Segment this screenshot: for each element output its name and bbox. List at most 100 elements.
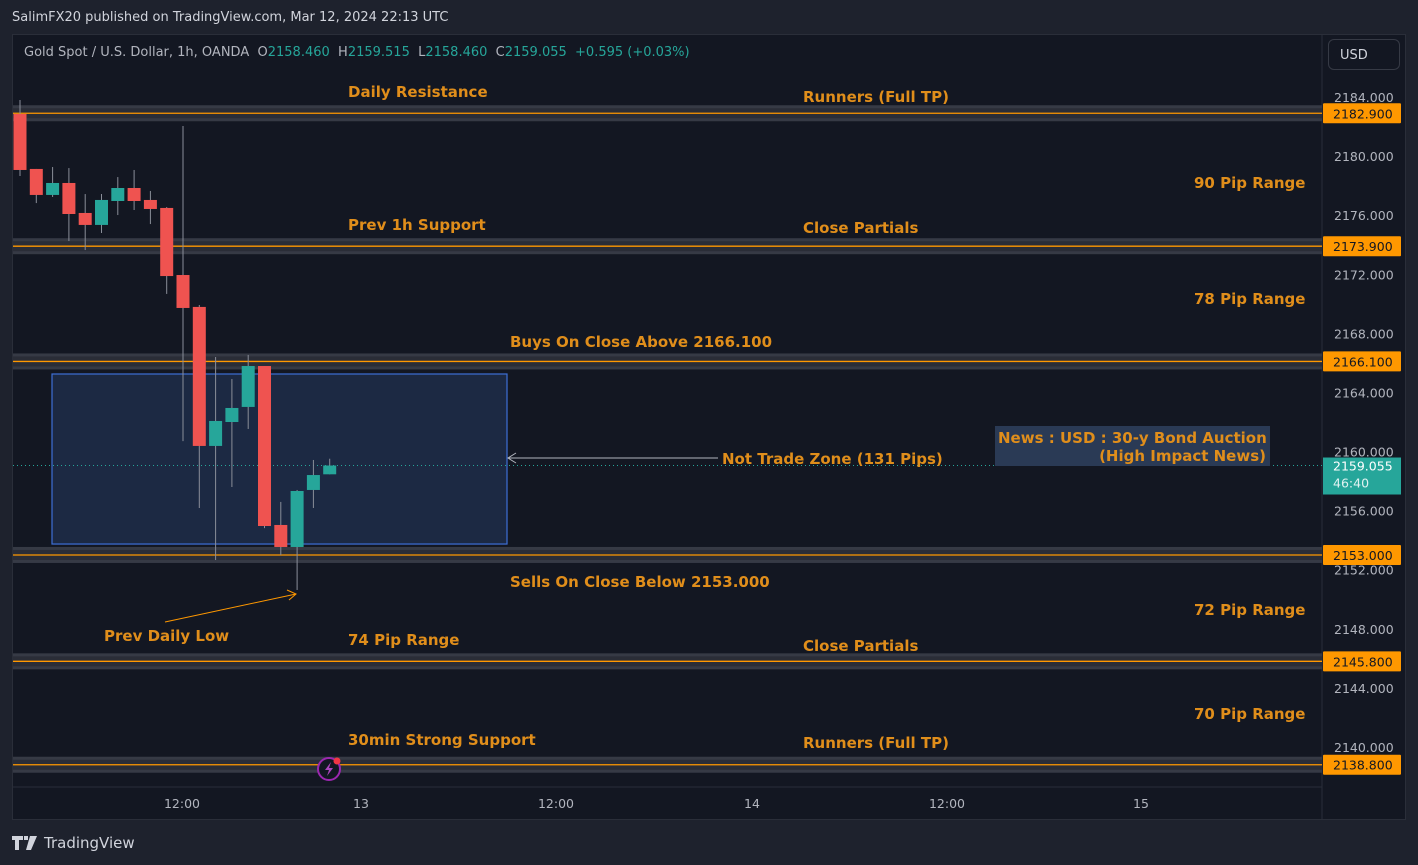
level-price-label: 2173.900 [1333, 239, 1393, 254]
chart-annotation: Not Trade Zone (131 Pips) [722, 450, 943, 468]
news-box [995, 426, 1270, 466]
price-tick-label: 2184.000 [1334, 90, 1394, 105]
change-value: +0.595 (+0.03%) [575, 45, 690, 60]
chart-annotation: Runners (Full TP) [803, 88, 949, 106]
chart-annotation: 78 Pip Range [1194, 290, 1305, 308]
candle [127, 169, 141, 211]
candle-body [95, 199, 108, 225]
chart-annotation: Prev 1h Support [348, 216, 486, 234]
news-line-1: News : USD : 30-y Bond Auction [998, 429, 1267, 447]
tradingview-logo[interactable]: TradingView [12, 834, 135, 852]
candle-body [13, 113, 27, 170]
chart-annotation: 70 Pip Range [1194, 705, 1305, 723]
time-tick-label: 14 [744, 796, 760, 811]
candle-body [111, 188, 125, 202]
chart-annotation: 74 Pip Range [348, 631, 459, 649]
symbol-name: Gold Spot / U.S. Dollar, 1h, OANDA [24, 45, 250, 60]
candle-body [143, 199, 157, 209]
prev-daily-low-arrow [164, 589, 297, 623]
time-tick-label: 15 [1133, 796, 1149, 811]
zone-arrow [507, 452, 718, 464]
candle [111, 177, 125, 216]
candle [306, 459, 320, 508]
candle-body [127, 188, 141, 202]
level-price-badge [1323, 544, 1401, 565]
level-price-label: 2138.800 [1333, 758, 1393, 773]
candle [274, 501, 288, 555]
price-tick-label: 2148.000 [1334, 622, 1394, 637]
time-tick-label: 12:00 [538, 796, 574, 811]
candle [46, 167, 60, 198]
price-tick-label: 2172.000 [1334, 267, 1394, 282]
low-label: L [418, 45, 426, 60]
price-tick-label: 2156.000 [1334, 504, 1394, 519]
publish-info: SalimFX20 published on TradingView.com, … [12, 10, 449, 25]
time-tick-label: 13 [353, 796, 369, 811]
price-tick-label: 2164.000 [1334, 385, 1394, 400]
open-label: O [257, 45, 268, 60]
time-tick-label: 12:00 [929, 796, 965, 811]
candle-body [241, 366, 255, 407]
chart-annotation: 90 Pip Range [1194, 174, 1305, 192]
high-label: H [338, 45, 348, 60]
level-price-badge [1323, 236, 1401, 257]
price-tick-label: 2176.000 [1334, 208, 1394, 223]
candle [78, 194, 92, 251]
candle-body [160, 207, 174, 277]
currency-button[interactable]: USD [1328, 39, 1400, 70]
candle-body [176, 275, 190, 308]
symbol-legend: Gold Spot / U.S. Dollar, 1h, OANDA O2158… [24, 45, 690, 60]
chart-annotation: Prev Daily Low [104, 627, 229, 645]
last-price-label: 2159.055 [1333, 459, 1393, 474]
price-tick-label: 2140.000 [1334, 740, 1394, 755]
brand-name: TradingView [44, 834, 135, 852]
candle [241, 354, 255, 429]
low-value: 2158.460 [425, 45, 488, 60]
candle-body [62, 182, 76, 215]
chart-annotation: Sells On Close Below 2153.000 [510, 573, 770, 591]
chart-annotation: 30min Strong Support [348, 731, 536, 749]
level-price-label: 2145.800 [1333, 654, 1393, 669]
chart-annotation: Daily Resistance [348, 83, 488, 101]
level-price-label: 2153.000 [1333, 548, 1393, 563]
candle-body [29, 168, 43, 195]
level-price-badge [1323, 754, 1401, 775]
close-value: 2159.055 [504, 45, 567, 60]
chart-annotation: Close Partials [803, 637, 918, 655]
candle [323, 458, 337, 475]
level-price-badge [1323, 351, 1401, 372]
level-price-badge [1323, 651, 1401, 672]
lightning-event-icon[interactable] [317, 757, 341, 781]
candle [192, 305, 206, 508]
candle-body [258, 366, 271, 527]
candle [176, 125, 190, 442]
candle-body [192, 306, 206, 446]
open-value: 2158.460 [267, 45, 330, 60]
no-trade-zone [51, 373, 508, 545]
countdown-label: 46:40 [1333, 476, 1369, 491]
candle-body [46, 182, 60, 195]
candle [290, 489, 304, 590]
candle-body [209, 420, 223, 446]
candle [62, 168, 76, 242]
candle [209, 357, 223, 560]
chart-annotation: Buys On Close Above 2166.100 [510, 333, 772, 351]
price-tick-label: 2152.000 [1334, 563, 1394, 578]
time-tick-label: 12:00 [164, 796, 200, 811]
high-value: 2159.515 [347, 45, 410, 60]
candle [13, 99, 27, 177]
candle [143, 190, 157, 225]
candle [160, 207, 174, 294]
candle [95, 194, 108, 234]
level-price-label: 2182.900 [1333, 106, 1393, 121]
candle [225, 379, 239, 488]
price-tick-label: 2160.000 [1334, 445, 1394, 460]
news-line-2: (High Impact News) [1099, 447, 1266, 465]
candle [29, 168, 43, 204]
chart-annotation: Runners (Full TP) [803, 734, 949, 752]
candle-body [274, 524, 288, 547]
price-tick-label: 2180.000 [1334, 149, 1394, 164]
level-price-label: 2166.100 [1333, 354, 1393, 369]
